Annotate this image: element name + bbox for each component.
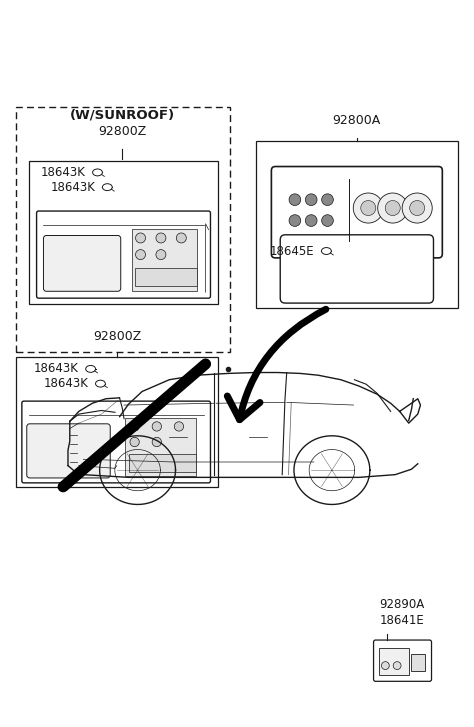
Circle shape <box>152 438 162 446</box>
Circle shape <box>289 214 301 226</box>
FancyBboxPatch shape <box>374 640 431 681</box>
FancyBboxPatch shape <box>44 236 121 292</box>
FancyBboxPatch shape <box>27 424 110 478</box>
Bar <box>129 454 196 472</box>
Circle shape <box>305 214 317 226</box>
Circle shape <box>152 422 162 431</box>
Ellipse shape <box>92 169 102 176</box>
Circle shape <box>322 214 333 226</box>
FancyBboxPatch shape <box>280 235 434 303</box>
Bar <box>380 648 409 675</box>
FancyBboxPatch shape <box>22 401 210 483</box>
FancyArrowPatch shape <box>228 309 326 419</box>
Circle shape <box>382 662 389 670</box>
Text: 92890A: 92890A <box>380 598 425 611</box>
Bar <box>126 417 196 476</box>
FancyBboxPatch shape <box>36 211 210 298</box>
Bar <box>16 107 230 352</box>
Circle shape <box>385 201 400 215</box>
Circle shape <box>322 194 333 206</box>
Bar <box>16 357 219 487</box>
Circle shape <box>361 201 376 215</box>
Text: 92800Z: 92800Z <box>98 125 146 138</box>
Text: 18643K: 18643K <box>50 180 95 193</box>
Circle shape <box>410 201 425 215</box>
Ellipse shape <box>102 184 112 190</box>
Circle shape <box>174 422 183 431</box>
Text: 18643K: 18643K <box>40 166 85 179</box>
Circle shape <box>136 249 146 260</box>
Text: 92800Z: 92800Z <box>93 330 141 343</box>
Text: 92800A: 92800A <box>333 114 381 127</box>
Circle shape <box>156 233 166 243</box>
Text: 18641E: 18641E <box>380 614 424 627</box>
Circle shape <box>305 194 317 206</box>
Circle shape <box>176 233 186 243</box>
Text: 18643K: 18643K <box>44 377 88 390</box>
Circle shape <box>136 233 146 243</box>
Ellipse shape <box>86 366 96 372</box>
Ellipse shape <box>321 248 331 254</box>
FancyBboxPatch shape <box>272 166 442 258</box>
Circle shape <box>289 194 301 206</box>
Text: 18645E: 18645E <box>269 244 314 257</box>
Bar <box>255 141 458 308</box>
Text: (W/SUNROOF): (W/SUNROOF) <box>70 108 174 121</box>
Circle shape <box>402 193 432 223</box>
Bar <box>132 229 197 292</box>
Circle shape <box>353 193 383 223</box>
Text: 18643K: 18643K <box>34 362 79 375</box>
Circle shape <box>130 422 139 431</box>
Ellipse shape <box>96 380 105 387</box>
Circle shape <box>130 438 139 446</box>
Bar <box>411 654 425 672</box>
Circle shape <box>156 249 166 260</box>
Circle shape <box>378 193 408 223</box>
Bar <box>136 268 197 286</box>
Bar <box>29 161 219 304</box>
Circle shape <box>393 662 401 670</box>
